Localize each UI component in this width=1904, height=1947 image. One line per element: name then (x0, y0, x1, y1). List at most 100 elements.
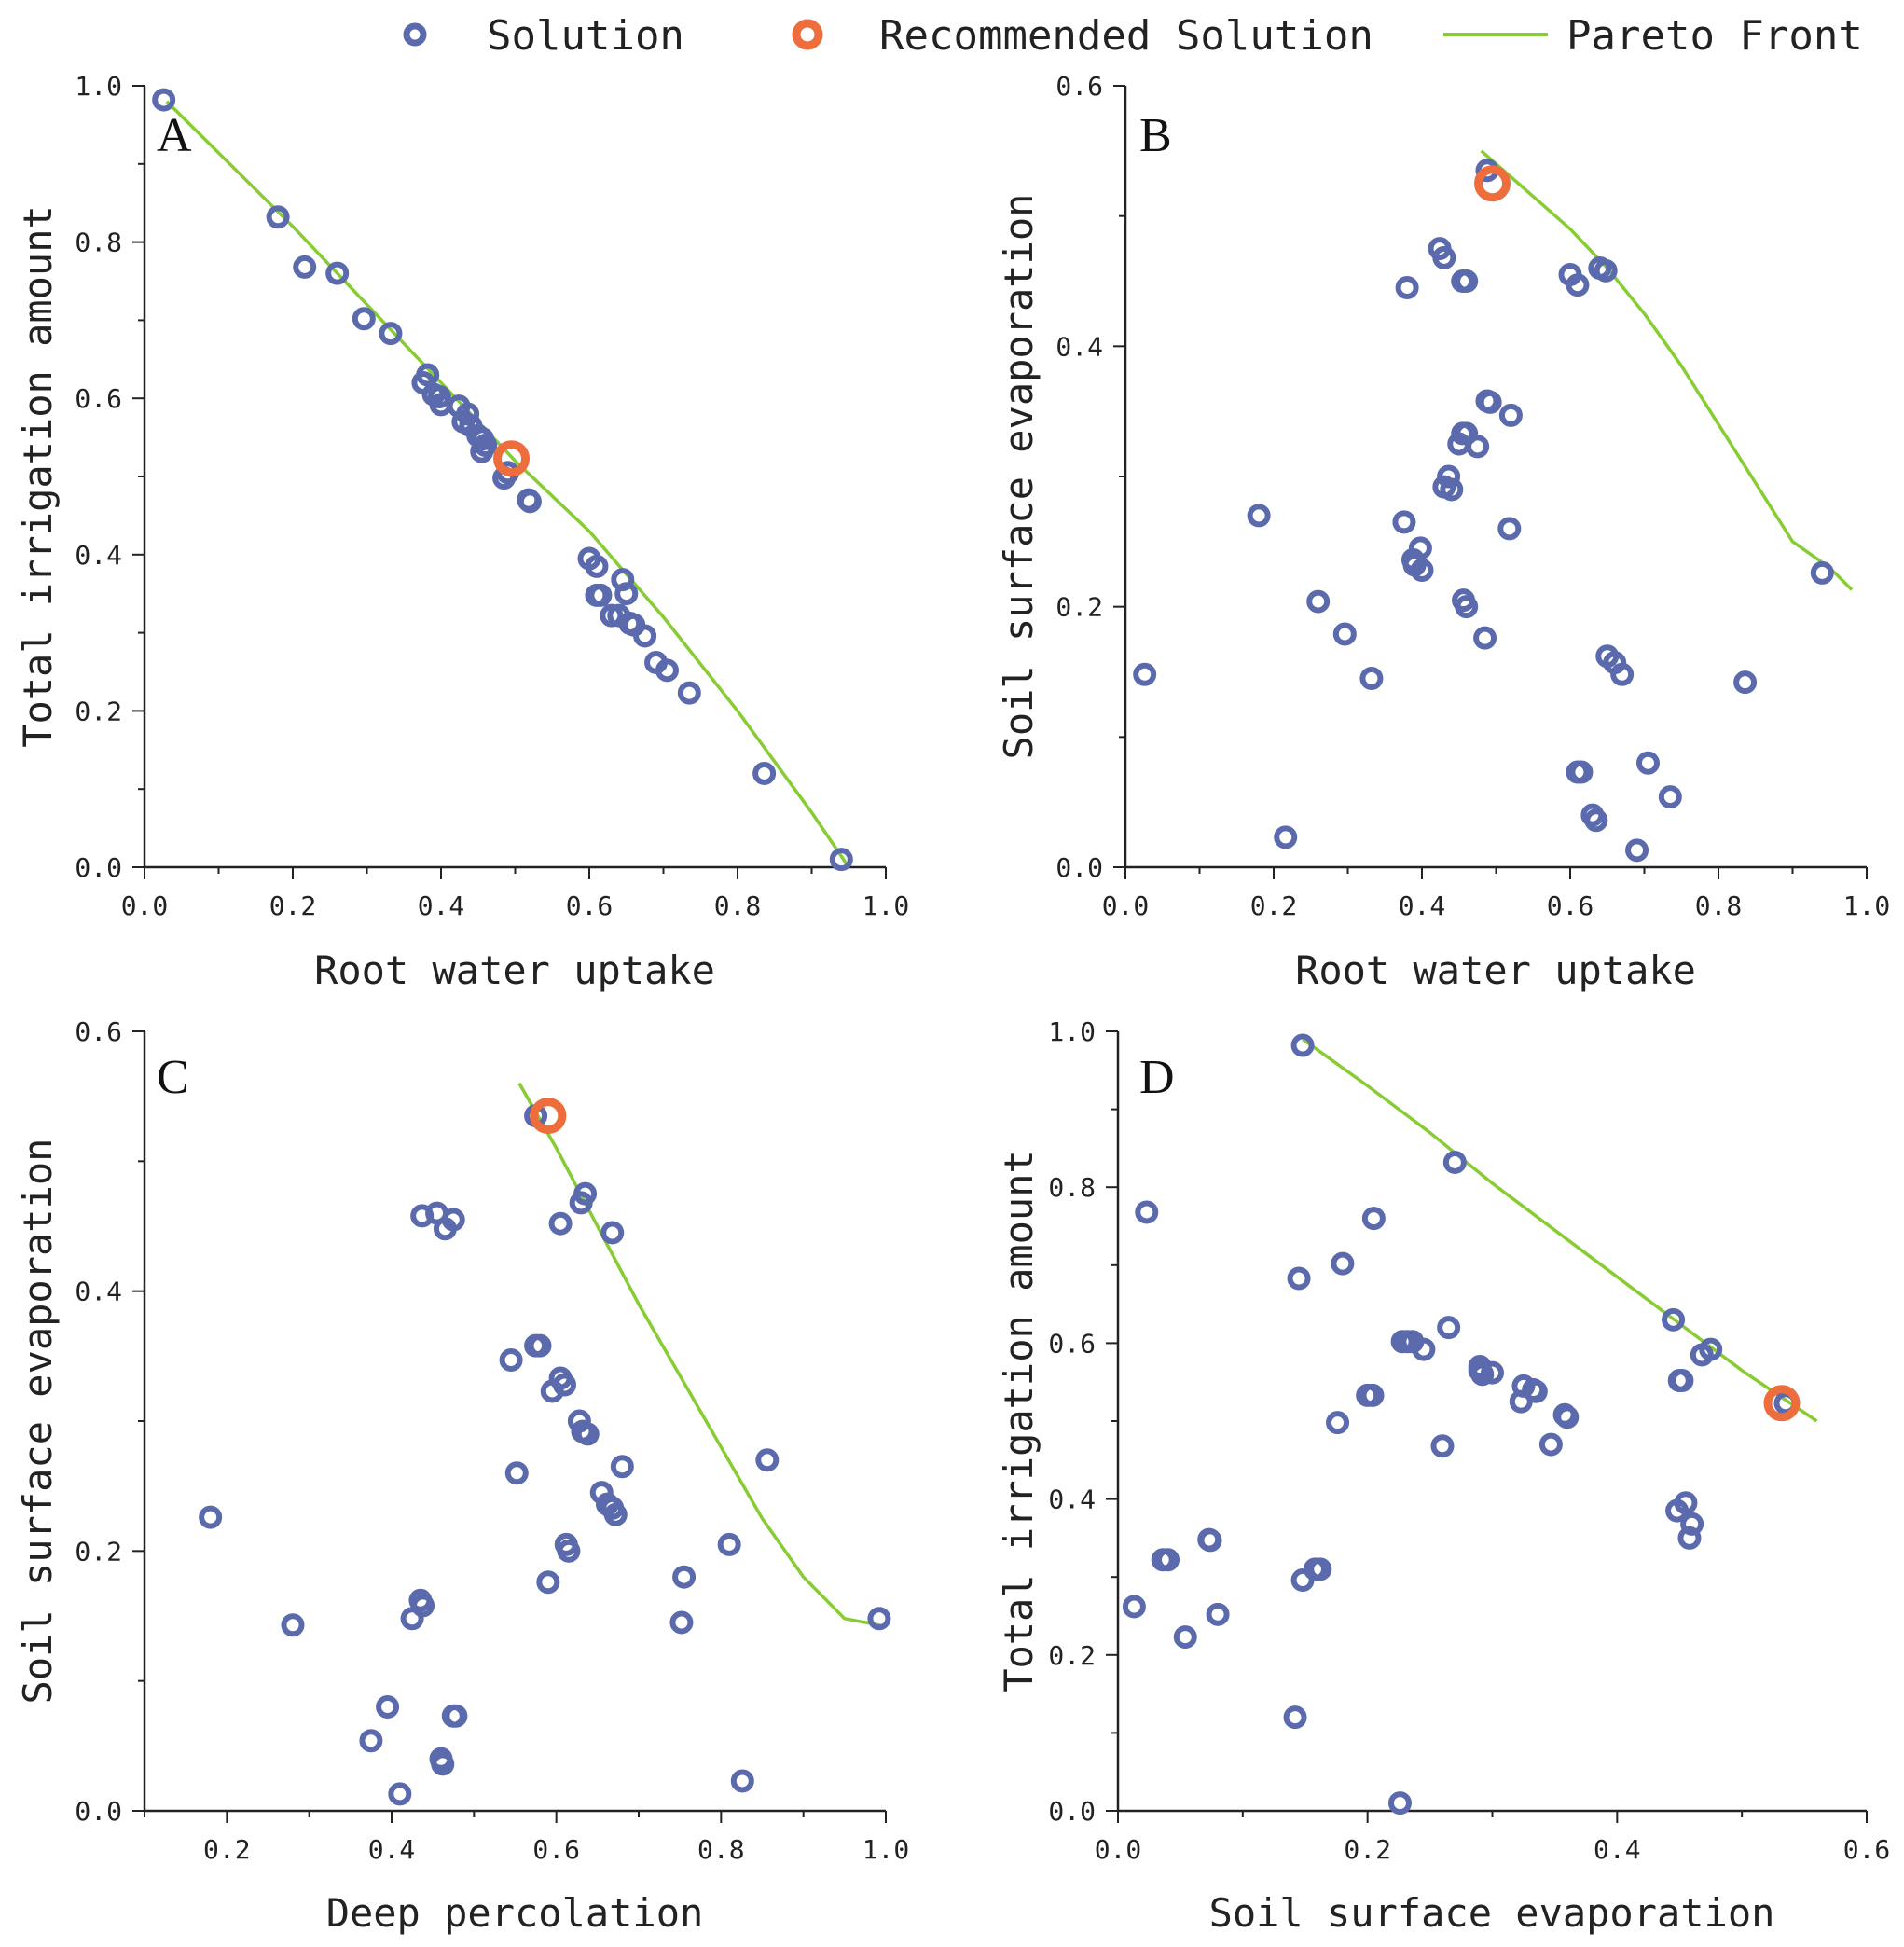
panel-C-solution-point (557, 1539, 581, 1563)
panel-B-solution-point (1247, 504, 1271, 528)
panel-B-solution-point (1498, 403, 1523, 427)
panel-C-solution-point (610, 1455, 634, 1479)
panel-D-solution-point (1430, 1434, 1455, 1458)
panel-A-solution-point (266, 205, 290, 229)
panel-C-solution-point (504, 1461, 529, 1485)
panel-D-xlabel: Soil surface evaporation (1209, 1890, 1775, 1936)
panel-A-solution-point (517, 490, 542, 514)
panel-D-y-tick-label: 0.6 (1048, 1328, 1096, 1359)
panel-B-solution-point (1810, 560, 1834, 585)
panel-C-solution-point (553, 1373, 576, 1397)
panel-D-solution-point (1481, 1360, 1504, 1385)
panel-D-y-tick-label: 0.4 (1048, 1484, 1096, 1515)
panel-D-y-tick-label: 1.0 (1048, 1016, 1096, 1047)
panel-B-solution-point (1497, 517, 1522, 541)
panel-D-x-tick-label: 0.6 (1843, 1834, 1891, 1865)
panel-B-letter: B (1139, 109, 1172, 162)
panel-A-y-tick-label: 0.6 (75, 383, 122, 414)
panel-C-solution-point (603, 1502, 628, 1526)
panel-C-solution-point (573, 1181, 598, 1206)
panel-D-solution-point (1290, 1033, 1315, 1057)
panel-B-solutions (1133, 159, 1834, 863)
panel-D-solution-point (1555, 1405, 1580, 1429)
panel-C-solution-point (548, 1211, 573, 1236)
legend: Solution Recommended Solution Pareto Fro… (403, 12, 1863, 60)
panel-A-y-tick-label: 0.0 (75, 852, 122, 883)
panel-D-recommended (1763, 1385, 1801, 1422)
panel-D-solution-point (1662, 1307, 1686, 1332)
panel-C-y-tick-label: 0.2 (75, 1536, 122, 1567)
panel-B-solution-point (1569, 760, 1594, 784)
panel-D-solution-point (1677, 1526, 1702, 1550)
panel-B-solution-point (1392, 510, 1416, 534)
panel-A-x-tick-label: 0.6 (566, 891, 614, 921)
panel-D-y-tick-label: 0.0 (1048, 1796, 1096, 1827)
panel-C-x-tick-label: 1.0 (862, 1834, 910, 1865)
panel-D: 0.0 0.2 0.4 0.6 0.0 0.2 0.4 0.6 0.8 1.0 D Soil su… (996, 1016, 1890, 1936)
legend-recommended-marker (792, 19, 823, 50)
panel-D-solution-point (1135, 1200, 1159, 1224)
panel-D-solution-point (1206, 1602, 1230, 1626)
panel-A-solution-point (474, 433, 498, 457)
panel-C-solution-point (499, 1348, 523, 1373)
panel-C-solution-point (441, 1208, 465, 1232)
panel-A-solution-point (633, 624, 657, 648)
panel-C-letter: C (157, 1051, 189, 1104)
panel-B-pareto-front (1480, 149, 1854, 591)
panel-B-recommended-point (1474, 165, 1511, 202)
panel-B: 0.0 0.2 0.4 0.6 0.8 1.0 0.0 0.2 0.4 0.6 B Root wa… (996, 71, 1890, 993)
panel-D-solution-point (1680, 1512, 1704, 1536)
panel-A-ylabel: Total irrigation amount (15, 205, 61, 748)
panel-C-solutions (199, 1104, 891, 1806)
panel-B-solution-point (1359, 666, 1384, 690)
panel-C-solution-point (199, 1505, 223, 1529)
panel-D-x-tick-label: 0.4 (1594, 1834, 1641, 1865)
panel-B-solution-point (1473, 626, 1497, 650)
panel-C-x-tick-label: 0.4 (368, 1834, 416, 1865)
panel-C-recommended-point (530, 1098, 567, 1135)
panel-B-y-tick-label: 0.4 (1055, 331, 1103, 362)
panel-B-pareto-line (1480, 149, 1854, 591)
panel-D-axes: 0.0 0.2 0.4 0.6 0.0 0.2 0.4 0.6 0.8 1.0 (1048, 1016, 1890, 1865)
panel-A-x-tick-label: 0.0 (121, 891, 169, 921)
panel-D-y-tick-label: 0.2 (1048, 1640, 1096, 1671)
panel-A-axes: 0.0 0.2 0.4 0.6 0.8 1.0 0.0 0.2 0.4 0.6 0.8 1.0 (75, 71, 909, 921)
panel-C: 0.2 0.4 0.6 0.8 1.0 0.0 0.2 0.4 0.6 C Deep perco… (15, 1016, 909, 1936)
panel-D-solution-point (1360, 1383, 1385, 1407)
panel-B-solution-point (1466, 435, 1490, 459)
panel-C-solution-point (755, 1448, 780, 1472)
panel-D-pareto-line (1302, 1037, 1818, 1423)
panel-B-solution-point (1658, 785, 1682, 809)
panel-B-y-tick-label: 0.0 (1055, 852, 1103, 883)
panel-A-solution-point (588, 583, 613, 607)
panel-C-solution-point (444, 1704, 468, 1728)
panel-A-solutions (152, 88, 853, 872)
panel-A-solution-point (752, 761, 777, 785)
panel-C-y-tick-label: 0.0 (75, 1796, 122, 1827)
panel-A-solution-point (585, 554, 609, 578)
panel-B-x-tick-label: 0.0 (1102, 891, 1150, 921)
panel-D-x-tick-label: 0.0 (1095, 1834, 1142, 1865)
panel-A-solution-point (614, 582, 639, 606)
panel-D-solution-point (1699, 1337, 1723, 1361)
panel-C-solution-point (536, 1570, 560, 1595)
panel-A-recommended (493, 440, 531, 477)
panel-B-solution-point (1432, 245, 1456, 269)
panel-D-solution-point (1412, 1337, 1436, 1361)
panel-B-solution-point (1594, 258, 1618, 283)
panel-A-y-tick-label: 0.8 (75, 228, 122, 258)
panel-D-y-tick-label: 0.8 (1048, 1172, 1096, 1203)
panel-B-solution-point (1455, 595, 1479, 619)
panel-C-x-tick-label: 0.8 (697, 1834, 745, 1865)
panel-D-solution-point (1670, 1369, 1694, 1393)
panel-B-solution-point (1332, 622, 1357, 646)
panel-C-x-tick-label: 0.2 (203, 1834, 251, 1865)
panel-A-solution-point (379, 322, 403, 346)
panel-B-axes: 0.0 0.2 0.4 0.6 0.8 1.0 0.0 0.2 0.4 0.6 (1055, 71, 1890, 921)
panel-A-solution-point (416, 363, 440, 387)
panel-D-ylabel: Total irrigation amount (996, 1150, 1042, 1692)
panel-D-solution-point (1437, 1316, 1461, 1340)
panel-D-solution-point (1156, 1548, 1180, 1572)
panel-B-x-tick-label: 0.6 (1547, 891, 1594, 921)
panel-C-solution-point (730, 1769, 754, 1793)
